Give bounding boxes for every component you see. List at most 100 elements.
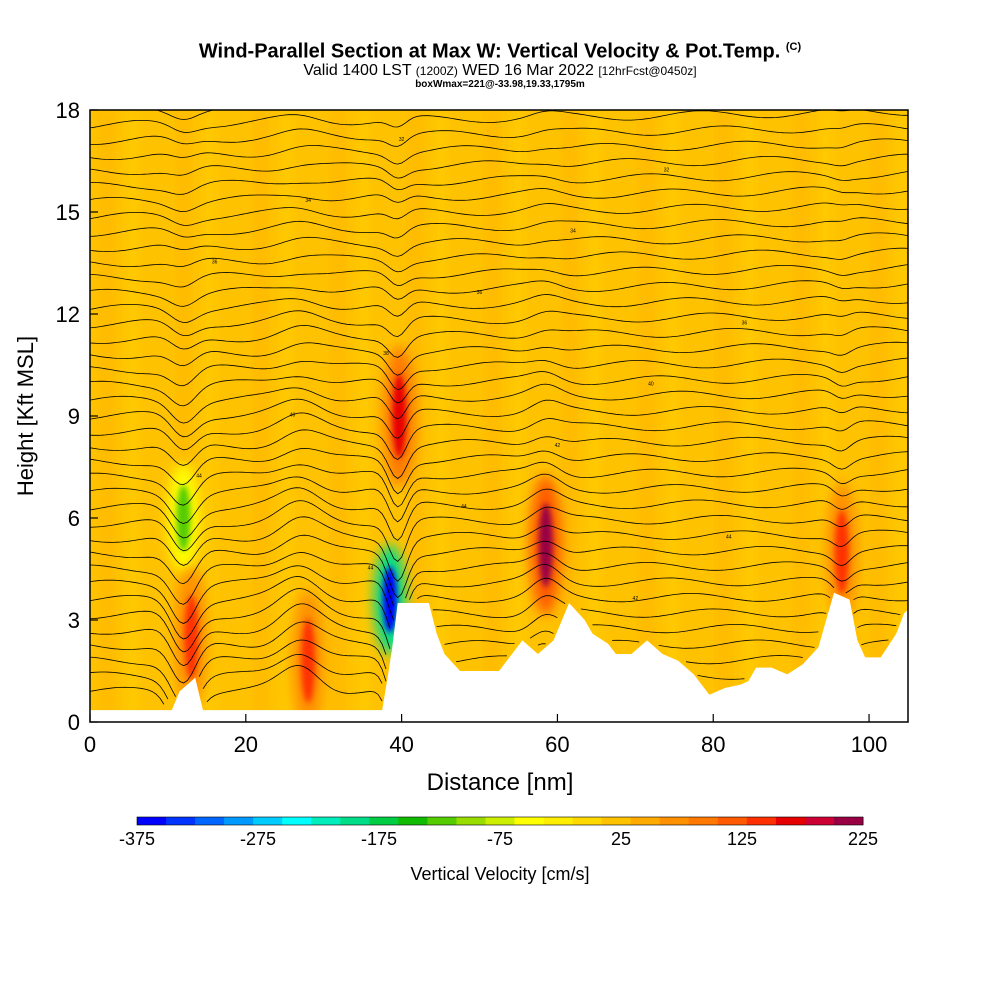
colorbar-swatch <box>833 817 864 825</box>
colorbar-tick-label: 225 <box>848 829 878 849</box>
colorbar-swatch <box>717 817 748 825</box>
valid-prefix: Valid 1400 LST <box>303 61 412 79</box>
velocity-streak <box>307 110 318 722</box>
theta-contour-line <box>90 473 908 524</box>
theta-contour-line <box>90 412 908 460</box>
theta-contour-line <box>90 123 908 147</box>
theta-contour-line <box>90 588 901 653</box>
velocity-features <box>167 346 858 722</box>
theta-contour-label: 42 <box>555 443 561 449</box>
theta-contour-line <box>90 639 803 697</box>
colorbar-swatch <box>456 817 486 825</box>
updraft-core <box>184 595 199 679</box>
x-axis: 0 20 40 60 80 100 <box>84 714 887 757</box>
theta-contours <box>90 110 908 704</box>
velocity-streak <box>795 110 806 722</box>
y-axis: 0 3 6 9 12 15 18 <box>56 98 98 735</box>
theta-contour-labels: 42 44 44 44 44 42 40 40 38 36 36 36 34 34 32 32 30 <box>196 106 763 602</box>
box-wmax-info: boxWmax=221@-33.98,19.33,1795m <box>415 78 585 90</box>
velocity-streak <box>538 110 549 722</box>
theta-contour-line <box>90 603 897 667</box>
theta-contour-label: 38 <box>383 351 389 357</box>
theta-contour-line <box>90 487 908 541</box>
colorbar-tick-label: -275 <box>240 829 276 849</box>
velocity-streak <box>204 110 215 722</box>
valid-date: WED 16 Mar 2022 <box>462 61 594 79</box>
y-axis-label: Height [Kft MSL] <box>13 336 38 496</box>
x-tick-label: 40 <box>389 732 413 757</box>
theta-contour-line <box>90 500 908 562</box>
theta-contour-label: 30 <box>757 106 763 112</box>
theta-contour-label: 34 <box>570 229 576 235</box>
theta-contour-line <box>90 341 908 376</box>
velocity-streak <box>564 110 575 722</box>
x-tick-label: 0 <box>84 732 96 757</box>
theta-contour-line <box>90 461 908 508</box>
colorbar-swatch <box>137 817 167 825</box>
y-tick-label: 18 <box>56 98 80 123</box>
theta-contour-label: 36 <box>477 290 483 296</box>
y-tick-label: 9 <box>68 404 80 429</box>
theta-contour-line <box>90 383 908 424</box>
theta-contour-line <box>90 110 908 133</box>
velocity-streak <box>718 110 729 722</box>
theta-contour-line <box>90 653 745 700</box>
colorbar-swatch <box>630 817 661 825</box>
theta-contour-line <box>90 232 908 257</box>
y-tick-label: 15 <box>56 200 80 225</box>
theta-contour-line <box>90 429 908 479</box>
theta-contour-line <box>90 202 908 226</box>
velocity-streak <box>667 110 678 722</box>
velocity-streak <box>821 110 832 722</box>
theta-contour-label: 32 <box>664 168 670 174</box>
colorbar-swatch <box>514 817 545 825</box>
colorbar-swatch <box>253 817 283 825</box>
theta-contour-line <box>90 563 908 624</box>
downdraft-core <box>382 566 397 633</box>
valid-time: Valid 1400 LST (1200Z) WED 16 Mar 2022 [… <box>0 61 1000 79</box>
velocity-streak <box>513 110 524 722</box>
theta-contour-line <box>90 576 908 640</box>
velocity-streak <box>333 110 344 722</box>
copyright-mark: (C) <box>785 41 802 53</box>
colorbar-label: Vertical Velocity [cm/s] <box>410 864 589 884</box>
theta-contour-label: 44 <box>196 474 202 480</box>
velocity-streak <box>847 110 858 722</box>
velocity-streak <box>898 110 908 722</box>
updraft-core <box>538 503 553 588</box>
colorbar-swatch <box>804 817 835 825</box>
title-block: Wind-Parallel Section at Max W: Vertical… <box>0 36 1000 90</box>
theta-contour-line <box>90 534 908 599</box>
colorbar-swatch <box>775 817 806 825</box>
velocity-streak <box>153 110 164 722</box>
theta-contour-line <box>90 264 908 288</box>
y-tick-label: 0 <box>68 710 80 735</box>
colorbar-swatch <box>224 817 254 825</box>
theta-contour-line <box>90 294 908 323</box>
velocity-streak <box>487 110 498 722</box>
theta-contour-line <box>90 324 908 358</box>
theta-contour-line <box>90 153 908 179</box>
theta-contour-label: 44 <box>461 504 467 510</box>
theta-contour-line <box>90 247 908 273</box>
velocity-streak <box>127 110 138 722</box>
theta-contour-line <box>90 552 908 607</box>
y-tick-label: 6 <box>68 506 80 531</box>
colorbar-swatch <box>311 817 341 825</box>
theta-contour-line <box>90 357 908 391</box>
updraft-core <box>392 374 407 458</box>
colorbar-swatch <box>427 817 457 825</box>
x-tick-label: 80 <box>701 732 725 757</box>
theta-contour-label: 40 <box>290 412 296 418</box>
theta-contour-line <box>90 138 908 165</box>
velocity-streak <box>358 110 369 722</box>
colorbar-swatch <box>166 817 196 825</box>
velocity-streak <box>872 110 883 722</box>
colorbar-swatch <box>659 817 690 825</box>
theta-contour-label: 40 <box>648 382 654 388</box>
colorbar-swatch <box>340 817 370 825</box>
velocity-streak <box>230 110 241 722</box>
velocity-streak <box>692 110 703 722</box>
colorbar-swatch <box>688 817 719 825</box>
y-tick-label: 12 <box>56 302 80 327</box>
